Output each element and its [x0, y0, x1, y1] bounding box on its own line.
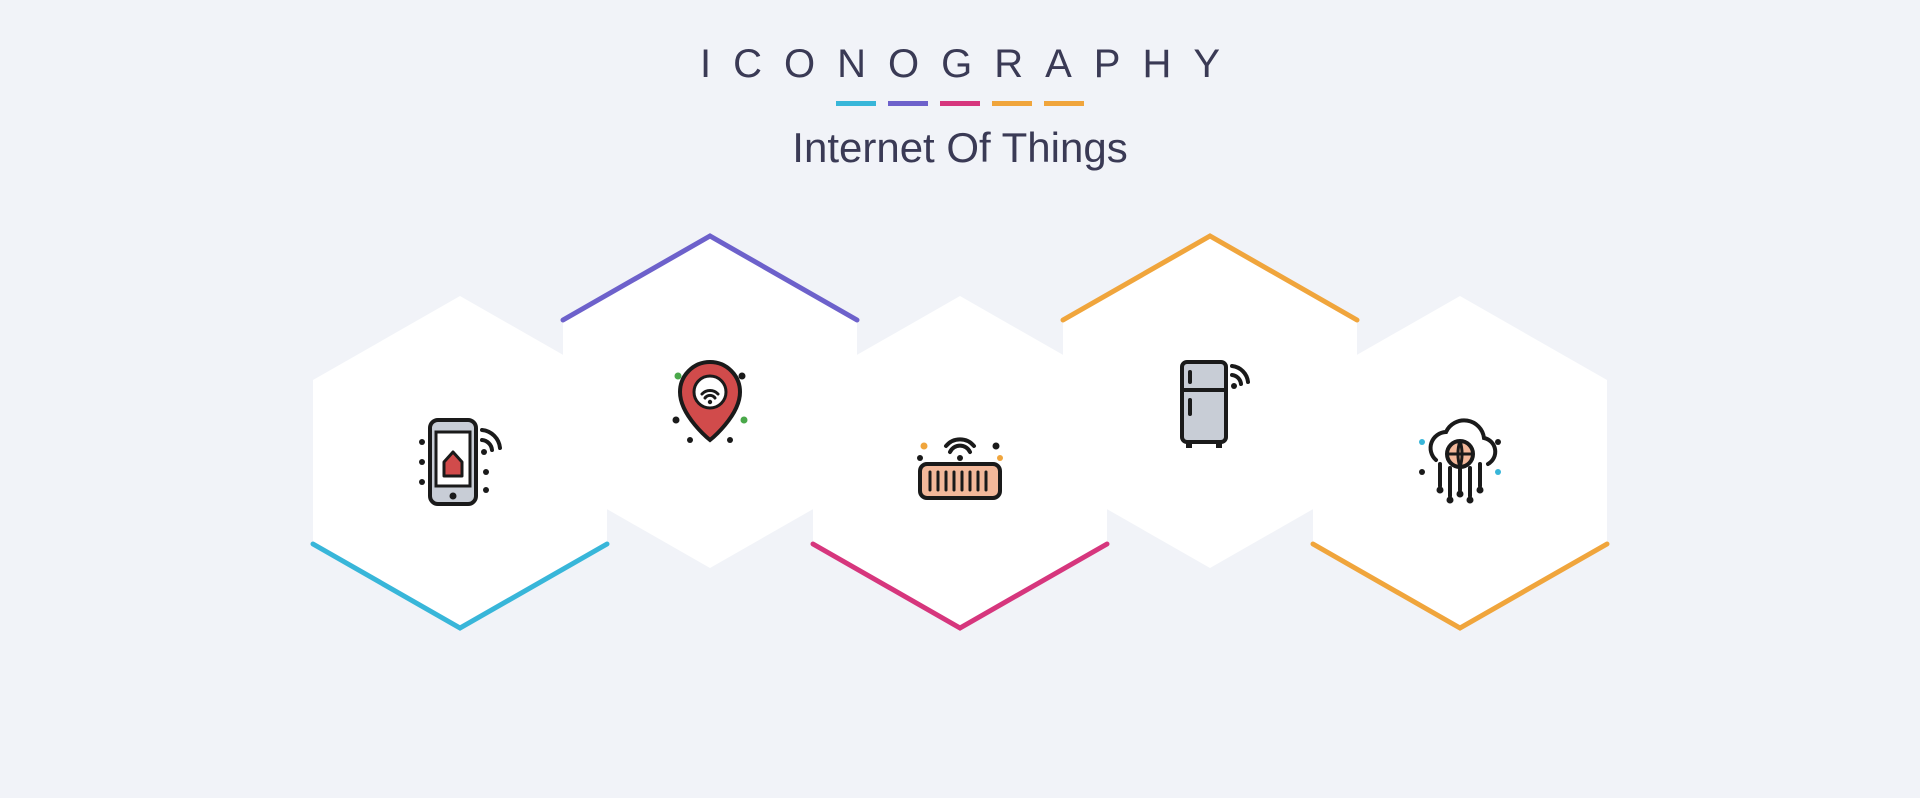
page-header: Iconography Internet Of Things [0, 0, 1920, 172]
icon-row [0, 192, 1920, 672]
brand-title: Iconography [0, 42, 1920, 87]
underline-seg-1 [836, 101, 876, 106]
accent-underline [0, 101, 1920, 106]
set-title: Internet Of Things [0, 124, 1920, 172]
underline-seg-2 [888, 101, 928, 106]
underline-seg-4 [992, 101, 1032, 106]
underline-seg-5 [1044, 101, 1084, 106]
underline-seg-3 [940, 101, 980, 106]
cloud-network-icon [1305, 292, 1615, 632]
card-cloud-network [1305, 292, 1615, 632]
